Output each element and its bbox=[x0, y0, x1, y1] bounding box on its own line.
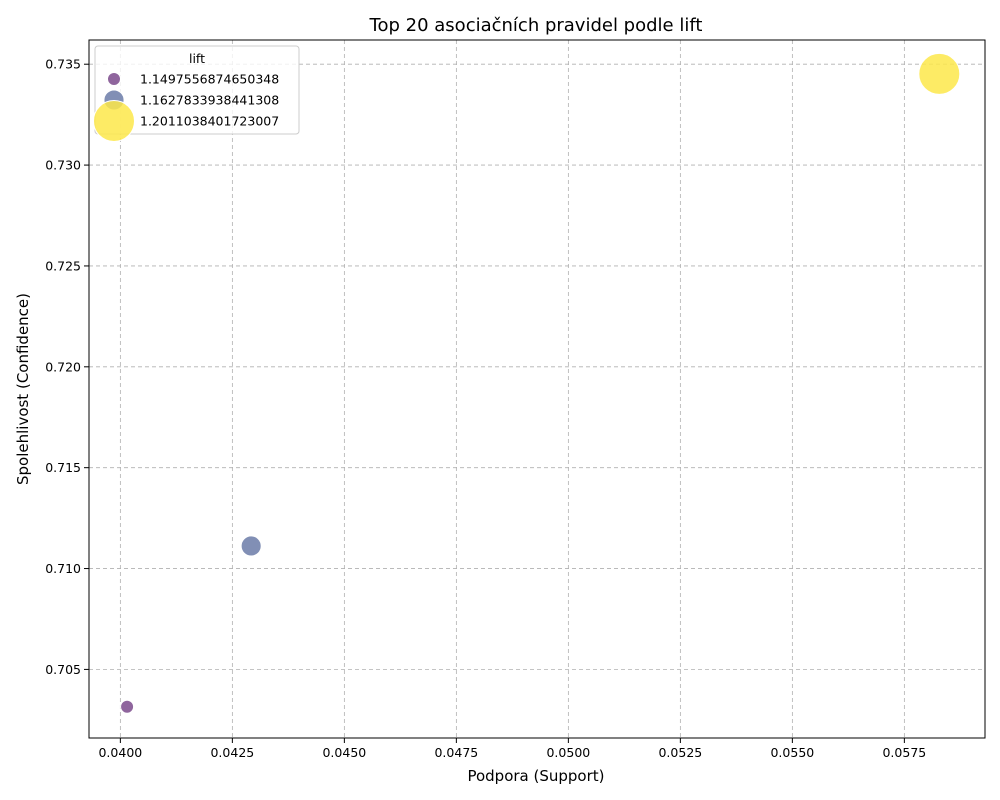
x-tick-label: 0.0425 bbox=[210, 745, 254, 760]
x-tick-label: 0.0475 bbox=[434, 745, 478, 760]
x-tick-label: 0.0525 bbox=[658, 745, 702, 760]
data-point bbox=[918, 52, 961, 95]
y-tick-label: 0.710 bbox=[45, 561, 81, 576]
x-tick-label: 0.0450 bbox=[322, 745, 366, 760]
legend-entry-label: 1.2011038401723007 bbox=[140, 114, 279, 129]
legend-marker bbox=[93, 100, 135, 142]
y-tick-label: 0.725 bbox=[45, 258, 81, 273]
x-tick-label: 0.0400 bbox=[98, 745, 142, 760]
data-points bbox=[120, 52, 961, 714]
plot-frame bbox=[88, 39, 986, 739]
ticks: 0.0400 0.0425 0.0450 0.0475 0.0500 0.0525 0.05… bbox=[45, 57, 926, 760]
grid bbox=[89, 40, 985, 738]
y-tick-label: 0.705 bbox=[45, 662, 81, 677]
y-tick-label: 0.730 bbox=[45, 158, 81, 173]
y-tick-label: 0.715 bbox=[45, 460, 81, 475]
y-tick-label: 0.720 bbox=[45, 359, 81, 374]
x-axis-label: Podpora (Support) bbox=[467, 767, 604, 785]
y-axis-label: Spolehlivost (Confidence) bbox=[14, 293, 32, 485]
y-tick-label: 0.735 bbox=[45, 57, 81, 72]
chart-title: Top 20 asociačních pravidel podle lift bbox=[369, 15, 703, 36]
x-tick-label: 0.0500 bbox=[546, 745, 590, 760]
legend-entry-label: 1.1627833938441308 bbox=[140, 93, 279, 108]
legend-title: lift bbox=[189, 51, 205, 66]
legend: lift 1.1497556874650348 1.162783393844130… bbox=[93, 45, 300, 142]
legend-entry-label: 1.1497556874650348 bbox=[140, 72, 279, 87]
data-point bbox=[120, 699, 135, 714]
x-tick-label: 0.0550 bbox=[770, 745, 814, 760]
legend-marker bbox=[107, 72, 121, 86]
x-tick-label: 0.0575 bbox=[882, 745, 926, 760]
legend-box bbox=[94, 45, 300, 135]
data-point bbox=[240, 535, 262, 557]
